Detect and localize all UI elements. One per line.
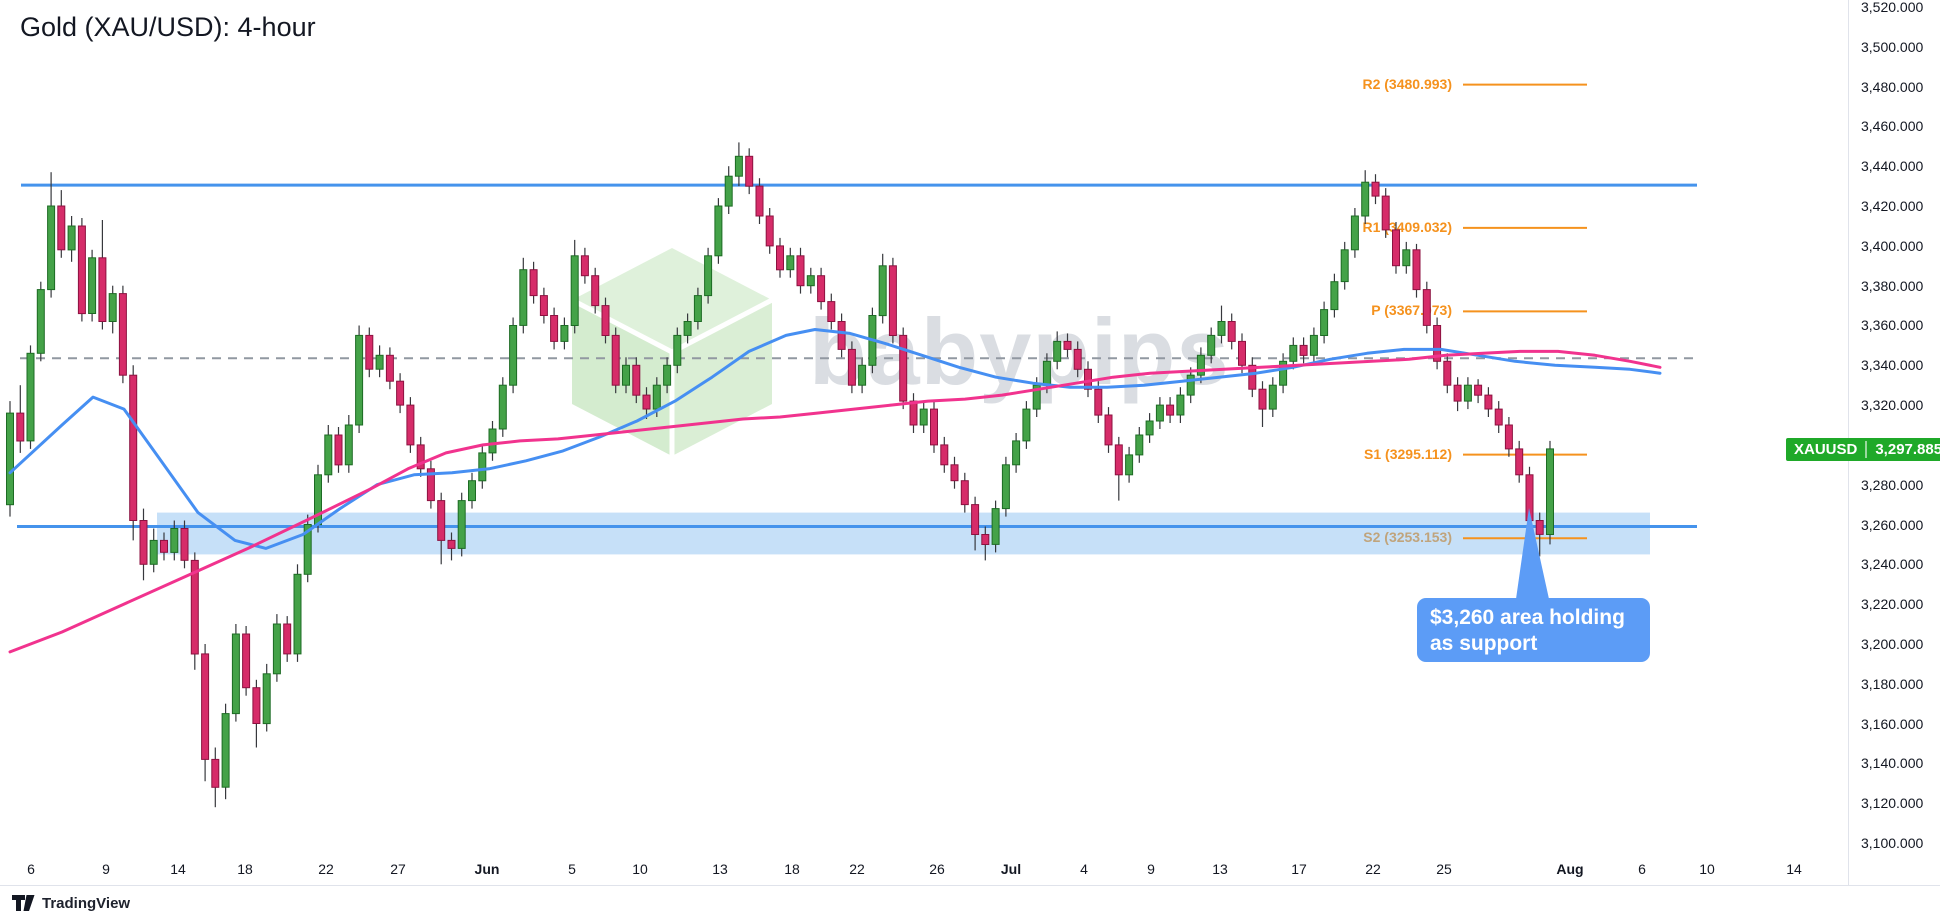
price-axis-label: 3,160.000 <box>1861 716 1924 732</box>
price-axis-label: 3,440.000 <box>1861 158 1924 174</box>
time-axis-label: 14 <box>1786 861 1802 877</box>
price-chart-canvas[interactable] <box>0 0 1848 885</box>
price-axis-label: 3,120.000 <box>1861 795 1924 811</box>
price-axis-label: 3,400.000 <box>1861 238 1924 254</box>
price-axis-label: 3,480.000 <box>1861 79 1924 95</box>
support-callout[interactable]: $3,260 area holding as support <box>1417 598 1650 662</box>
price-axis-label: 3,220.000 <box>1861 596 1924 612</box>
price-axis-label: 3,200.000 <box>1861 636 1924 652</box>
watermark-text: babypips <box>809 299 1230 404</box>
time-axis-label: 14 <box>170 861 186 877</box>
price-axis-label: 3,340.000 <box>1861 357 1924 373</box>
time-axis-label: 22 <box>849 861 865 877</box>
time-axis-label: 13 <box>712 861 728 877</box>
price-badge-symbol: XAUUSD <box>1794 441 1858 458</box>
time-axis-label: 4 <box>1080 861 1088 877</box>
time-axis-label: 13 <box>1212 861 1228 877</box>
price-axis-label: 3,260.000 <box>1861 517 1924 533</box>
chart-title: Gold (XAU/USD): 4-hour <box>20 12 316 42</box>
pivot-label: R2 (3480.993) <box>1362 76 1452 92</box>
time-axis-label: 18 <box>784 861 800 877</box>
time-axis-label: 17 <box>1291 861 1307 877</box>
tradingview-icon <box>12 895 35 911</box>
support-callout-line1: $3,260 area holding <box>1430 606 1625 629</box>
time-axis-label: 26 <box>929 861 945 877</box>
price-axis-label: 3,280.000 <box>1861 477 1924 493</box>
price-badge-value: 3,297.885 <box>1865 441 1940 458</box>
price-axis-label: 3,180.000 <box>1861 676 1924 692</box>
time-axis-label: 27 <box>390 861 406 877</box>
time-axis-label: 10 <box>1699 861 1715 877</box>
price-axis-label: 3,240.000 <box>1861 556 1924 572</box>
price-axis-label: 3,500.000 <box>1861 39 1924 55</box>
pivot-label: S1 (3295.112) <box>1364 446 1452 462</box>
time-axis-label: 5 <box>568 861 576 877</box>
time-axis-label: 18 <box>237 861 253 877</box>
pivot-label: P (3367.073) <box>1371 302 1452 318</box>
tradingview-logo[interactable]: TradingView <box>12 893 130 913</box>
price-axis-label: 3,380.000 <box>1861 278 1924 294</box>
time-axis-label: 9 <box>1147 861 1155 877</box>
time-axis-label: Aug <box>1556 861 1584 877</box>
time-axis-label: 6 <box>27 861 35 877</box>
time-axis-label: 10 <box>632 861 648 877</box>
price-axis-label: 3,100.000 <box>1861 835 1924 851</box>
time-axis-label: Jul <box>1000 861 1022 877</box>
current-price-badge: XAUUSD 3,297.885 <box>1786 438 1940 461</box>
time-axis-label: Jun <box>474 861 500 877</box>
price-axis-label: 3,140.000 <box>1861 755 1924 771</box>
time-axis-label: 9 <box>102 861 110 877</box>
time-axis[interactable]: 6 9 14 18 22 27 Jun 5 10 13 18 22 26 Jul 4 9 13 17 22 25 Aug… <box>0 855 1848 885</box>
time-axis-label: 6 <box>1638 861 1646 877</box>
price-axis-label: 3,420.000 <box>1861 198 1924 214</box>
support-callout-line2: as support <box>1430 632 1538 656</box>
tradingview-logo-text: TradingView <box>42 894 131 912</box>
price-axis-label: 3,320.000 <box>1861 397 1924 413</box>
time-axis-label: 22 <box>318 861 334 877</box>
time-axis-label: 22 <box>1365 861 1381 877</box>
price-axis-label: 3,460.000 <box>1861 118 1924 134</box>
axis-border <box>0 885 1940 886</box>
price-axis-label: 3,360.000 <box>1861 317 1924 333</box>
time-axis-label: 25 <box>1436 861 1452 877</box>
pivot-label: S2 (3253.153) <box>1363 529 1452 545</box>
footer-bar: TradingView <box>0 886 1940 918</box>
price-axis-label: 3,520.000 <box>1861 0 1924 15</box>
